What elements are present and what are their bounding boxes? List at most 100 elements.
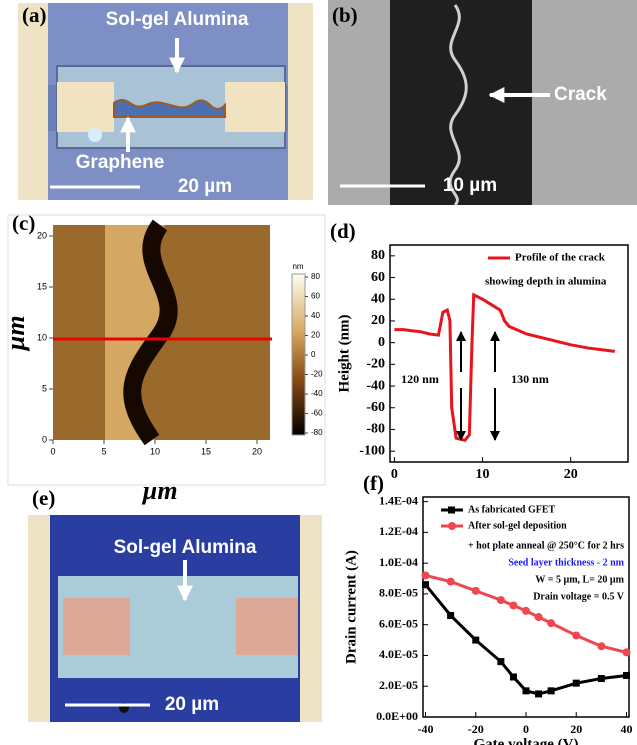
marker xyxy=(623,672,630,679)
scale-label: 10 µm xyxy=(443,175,497,196)
panel-label: (c) xyxy=(12,211,35,235)
x-tick-label: -40 xyxy=(418,722,434,736)
figure: (a) Sol-gel Alumina Graphene 20 µm (b) C… xyxy=(0,0,637,745)
annotation: Graphene xyxy=(76,152,165,173)
y-tick-label: 0 xyxy=(378,335,385,350)
x-axis-label: µm xyxy=(141,476,177,505)
marker xyxy=(522,607,530,615)
marker xyxy=(547,619,555,627)
panel-label: (f) xyxy=(363,471,384,495)
colorbar-tick-label: 80 xyxy=(311,272,320,281)
x-tick-label: 0 xyxy=(523,722,529,736)
colorbar-tick-label: -20 xyxy=(311,370,323,379)
y-tick-label: 6.0E-05 xyxy=(379,616,418,630)
x-tick-label: -20 xyxy=(468,722,484,736)
panel-label: (b) xyxy=(332,3,358,27)
y-tick-label: 20 xyxy=(371,313,385,328)
x-tick-label: 15 xyxy=(201,446,211,456)
y-tick-label: 60 xyxy=(371,270,385,285)
marker xyxy=(597,642,605,650)
y-tick-label: -80 xyxy=(366,422,385,437)
annotation: 130 nm xyxy=(511,372,549,386)
x-tick-label: 20 xyxy=(564,467,578,482)
panel-c: (c) nm µm µm xyxy=(1,211,325,505)
colorbar-unit: nm xyxy=(292,262,303,271)
series-line xyxy=(394,295,614,440)
y-axis-label: Height (nm) xyxy=(336,315,352,393)
y-tick-label: 15 xyxy=(37,281,47,291)
colorbar-tick-label: 0 xyxy=(311,350,316,359)
x-axis-label: Gate voltage (V) xyxy=(474,736,579,745)
marker xyxy=(497,658,504,665)
page: (a) Sol-gel Alumina Graphene 20 µm (b) C… xyxy=(0,0,637,745)
annotation: Sol-gel Alumina xyxy=(114,537,257,558)
x-tick-label: 10 xyxy=(476,467,490,482)
marker xyxy=(472,637,479,644)
legend-marker xyxy=(448,507,455,514)
marker xyxy=(622,648,630,656)
annotation: Drain voltage = 0.5 V xyxy=(533,591,625,602)
marker xyxy=(598,675,605,682)
y-axis-label: Drain current (A) xyxy=(343,550,359,664)
x-tick-label: 10 xyxy=(150,446,160,456)
y-tick-label: -20 xyxy=(366,357,385,372)
annotation: 120 nm xyxy=(401,372,439,386)
marker xyxy=(422,571,430,579)
y-tick-label: 1.4E-04 xyxy=(379,493,418,507)
x-tick-label: 0 xyxy=(50,446,55,456)
y-tick-label: 1.2E-04 xyxy=(379,524,418,538)
y-axis-label: µm xyxy=(1,315,30,351)
colorbar-tick-label: -80 xyxy=(311,428,323,437)
marker xyxy=(422,581,429,588)
legend-label: Profile of the crack xyxy=(515,252,606,264)
x-tick-label: 40 xyxy=(620,722,632,736)
legend-label: As fabricated GFET xyxy=(468,504,556,515)
panel-e: (e) Sol-gel Alumina 20 µm xyxy=(28,486,322,722)
panel-label: (a) xyxy=(22,3,47,27)
marker xyxy=(573,680,580,687)
marker xyxy=(548,687,555,694)
marker xyxy=(510,674,517,681)
colorbar-tick-label: -60 xyxy=(311,409,323,418)
y-tick-label: 0 xyxy=(42,434,47,444)
y-tick-label: 0.0E+00 xyxy=(376,709,418,723)
marker xyxy=(472,587,480,595)
y-tick-label: -40 xyxy=(366,378,385,393)
x-tick-label: 20 xyxy=(570,722,582,736)
colorbar-tick-label: 60 xyxy=(311,292,320,301)
y-tick-label: -60 xyxy=(366,400,385,415)
marker xyxy=(497,596,505,604)
marker xyxy=(447,578,455,586)
annotation: Crack xyxy=(554,84,607,105)
y-tick-label: 2.0E-05 xyxy=(379,678,418,692)
annotation: W = 5 µm, L= 20 µm xyxy=(535,574,624,585)
annotation: Sol-gel Alumina xyxy=(106,9,249,30)
colorbar-tick-label: 20 xyxy=(311,331,320,340)
colorbar-tick-label: 40 xyxy=(311,311,320,320)
x-tick-label: 20 xyxy=(252,446,262,456)
x-tick-label: 0 xyxy=(391,467,398,482)
legend-marker xyxy=(448,522,456,530)
legend-label: showing depth in alumina xyxy=(485,276,607,288)
panel-b: (b) Crack 10 µm xyxy=(328,0,637,205)
y-tick-label: 5 xyxy=(42,383,47,393)
y-tick-label: 4.0E-05 xyxy=(379,647,418,661)
marker xyxy=(523,687,530,694)
y-tick-label: 10 xyxy=(37,332,47,342)
x-tick-label: 5 xyxy=(101,446,106,456)
y-tick-label: 20 xyxy=(37,230,47,240)
scale-label: 20 µm xyxy=(165,694,219,715)
marker xyxy=(509,601,517,609)
colorbar-tick-label: -40 xyxy=(311,389,323,398)
y-tick-label: -100 xyxy=(359,443,385,458)
panel-label: (d) xyxy=(330,219,356,243)
marker xyxy=(572,631,580,639)
y-tick-label: 8.0E-05 xyxy=(379,586,418,600)
panel-label: (e) xyxy=(32,486,55,510)
legend-label: After sol-gel deposition xyxy=(468,520,567,531)
marker xyxy=(535,690,542,697)
annotation: Seed layer thickness - 2 nm xyxy=(508,557,624,568)
y-tick-label: 80 xyxy=(371,248,385,263)
annotation: + hot plate anneal @ 250°C for 2 hrs xyxy=(468,540,624,551)
marker xyxy=(535,613,543,621)
